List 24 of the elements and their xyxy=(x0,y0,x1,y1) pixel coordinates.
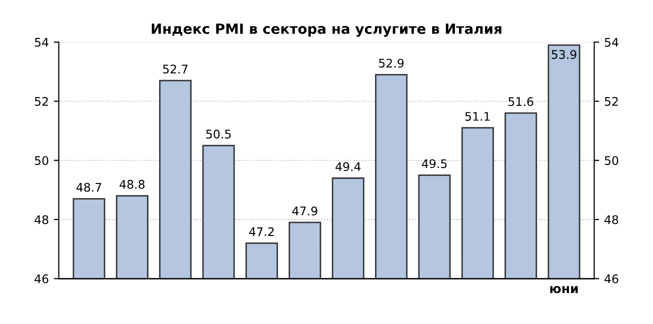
y-tick-label: 46 xyxy=(34,274,48,284)
data-label: 48.8 xyxy=(120,180,145,189)
y2-tick-label: 52 xyxy=(604,96,618,106)
y2-tick-label: 50 xyxy=(604,156,618,166)
chart-title: Индекс PMI в сектора на услугите в Италия xyxy=(152,24,502,37)
y-tick-label: 50 xyxy=(34,156,48,166)
y2-tick-label: 54 xyxy=(604,38,618,47)
data-label: 49.5 xyxy=(422,159,447,168)
data-label: 52.7 xyxy=(163,64,188,74)
data-label: 50.5 xyxy=(206,130,231,139)
y-tick-label: 52 xyxy=(34,96,48,106)
data-label: 51.6 xyxy=(508,97,534,106)
data-label: 51.1 xyxy=(465,112,490,121)
y-tick-label: 48 xyxy=(34,215,48,224)
data-label: 47.2 xyxy=(249,227,274,236)
y-tick-label: 54 xyxy=(34,38,48,47)
data-label: 49.4 xyxy=(336,162,361,172)
data-label: 48.7 xyxy=(76,182,102,192)
y2-tick-label: 48 xyxy=(604,215,618,224)
x-tick-label: юни xyxy=(550,286,578,294)
data-label: 47.9 xyxy=(292,206,318,216)
data-label: 52.9 xyxy=(379,58,404,68)
y2-tick-label: 46 xyxy=(604,274,618,284)
data-label: 53.9 xyxy=(552,50,576,59)
